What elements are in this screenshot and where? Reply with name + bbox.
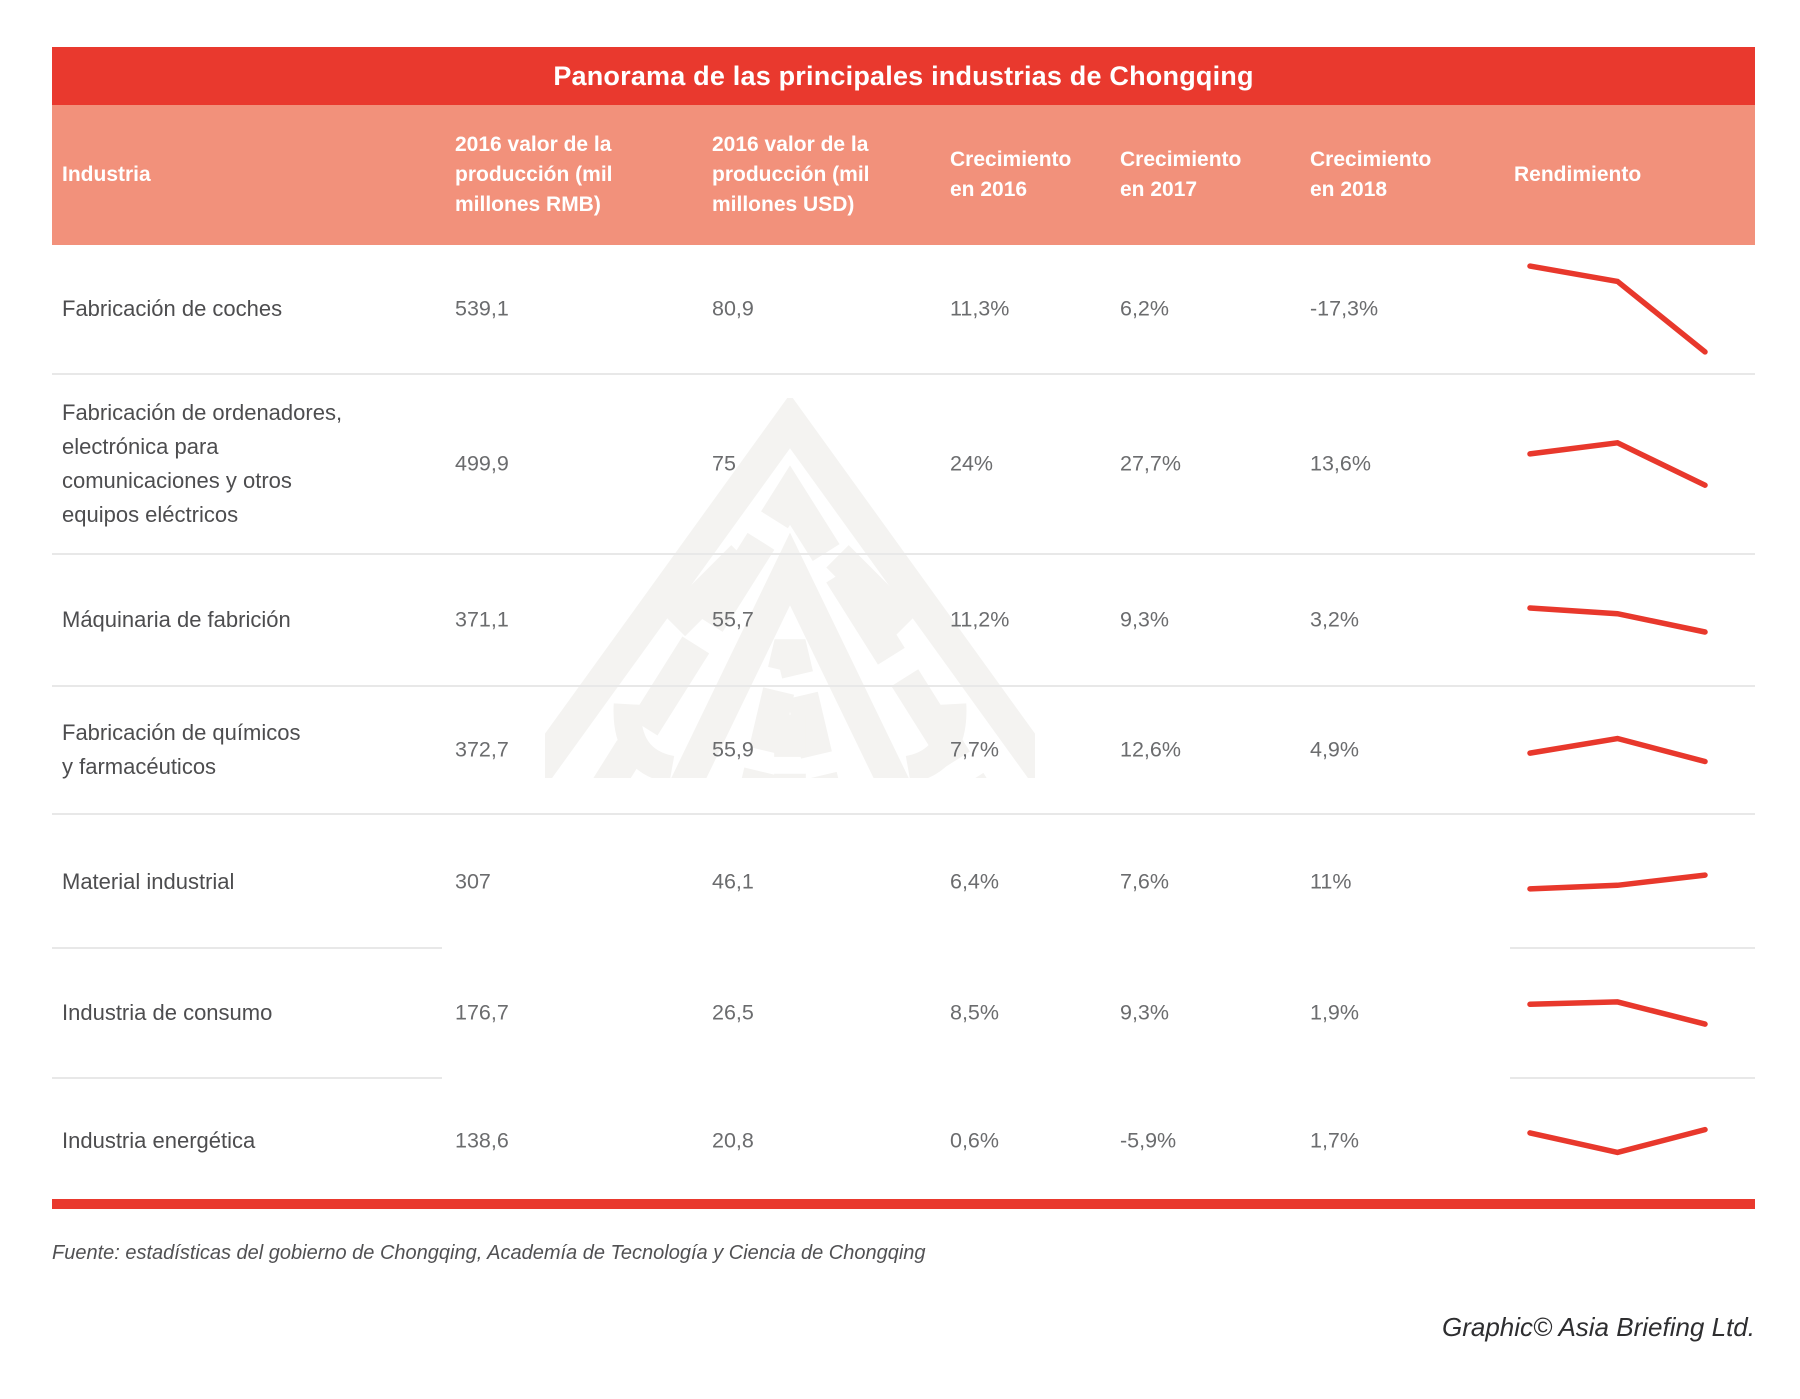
value-crecimiento-2017: 12,6%: [1120, 737, 1181, 762]
row-divider-left: [52, 947, 442, 949]
rendimiento-sparkline: [1520, 570, 1715, 670]
value-crecimiento-2017: 7,6%: [1120, 869, 1170, 893]
column-header-crecimiento-2018: Crecimiento en 2018: [1310, 148, 1432, 201]
value-crecimiento-2016: 11,2%: [950, 607, 1010, 632]
value-crecimiento-2018: 1,9%: [1310, 1000, 1360, 1025]
value-crecimiento-2017: 27,7%: [1120, 451, 1181, 476]
value-rmb: 138,6: [455, 1128, 509, 1152]
rendimiento-sparkline: [1520, 700, 1715, 800]
value-rmb: 539,1: [455, 296, 509, 321]
table-row-energetica: Industria energética 138,6 20,8 0,6% -5,…: [52, 1078, 1755, 1203]
value-crecimiento-2016: 8,5%: [950, 1000, 1000, 1025]
value-usd: 80,9: [712, 296, 754, 321]
rendimiento-sparkline: [1520, 259, 1715, 359]
value-crecimiento-2016: 7,7%: [950, 737, 1000, 762]
industry-name: Material industrial: [62, 868, 235, 894]
column-header-crecimiento-2017: Crecimiento en 2017: [1120, 148, 1242, 201]
table-row-quimicos: Fabricación de químicos y farmacéuticos …: [52, 687, 1755, 815]
rendimiento-sparkline: [1520, 1091, 1715, 1191]
industry-name: Fabricación de coches: [62, 296, 283, 321]
value-usd: 20,8: [712, 1128, 754, 1152]
industry-name: Industria de consumo: [62, 1000, 273, 1025]
column-header-rmb: 2016 valor de la producción (mil millone…: [455, 133, 613, 216]
source-note: Fuente: estadísticas del gobierno de Cho…: [52, 1242, 926, 1264]
rendimiento-sparkline: [1520, 832, 1715, 932]
value-rmb: 499,9: [455, 451, 509, 476]
column-header-crecimiento-2016: Crecimiento en 2016: [950, 148, 1072, 201]
industry-name: Fabricación de químicos y farmacéuticos: [62, 720, 301, 779]
rendimiento-sparkline: [1520, 414, 1715, 514]
value-crecimiento-2018: 4,9%: [1310, 737, 1360, 762]
value-crecimiento-2018: -17,3%: [1310, 296, 1379, 321]
table-body: Fabricación de coches 539,1 80,9 11,3% 6…: [52, 245, 1755, 1203]
value-crecimiento-2017: 9,3%: [1120, 607, 1170, 632]
table-row-consumo: Industria de consumo 176,7 26,5 8,5% 9,3…: [52, 948, 1755, 1079]
value-rmb: 176,7: [455, 1000, 509, 1025]
value-usd: 46,1: [712, 869, 754, 893]
value-rmb: 307: [455, 869, 491, 893]
value-usd: 26,5: [712, 1000, 754, 1025]
value-rmb: 372,7: [455, 737, 509, 762]
table-row-material: Material industrial 307 46,1 6,4% 7,6% 1…: [52, 815, 1755, 949]
asia-briefing-watermark-logo: [481, 394, 1099, 841]
value-crecimiento-2017: 6,2%: [1120, 296, 1170, 321]
table-row-coches: Fabricación de coches 539,1 80,9 11,3% 6…: [52, 245, 1755, 375]
table-row-ordenadores: Fabricación de ordenadores, electrónica …: [52, 375, 1755, 555]
value-crecimiento-2018: 13,6%: [1310, 451, 1371, 476]
table-title: Panorama de las principales industrias d…: [553, 60, 1254, 91]
row-divider-right: [1510, 1077, 1755, 1079]
watermark-knot-icon: [481, 394, 1099, 841]
value-crecimiento-2017: -5,9%: [1120, 1128, 1177, 1152]
row-divider-left: [52, 1077, 442, 1079]
value-crecimiento-2016: 6,4%: [950, 869, 1000, 893]
row-divider-right: [1510, 947, 1755, 949]
value-usd: 55,9: [712, 737, 754, 762]
table-row-maquinaria: Máquinaria de fabrición 371,1 55,7 11,2%…: [52, 555, 1755, 687]
value-usd: 75: [712, 451, 736, 476]
column-header-industria: Industria: [62, 163, 151, 186]
table-title-bar: Panorama de las principales industrias d…: [52, 47, 1755, 105]
value-crecimiento-2016: 0,6%: [950, 1128, 1000, 1152]
value-rmb: 371,1: [455, 607, 509, 632]
value-crecimiento-2018: 11%: [1310, 869, 1352, 893]
value-crecimiento-2018: 3,2%: [1310, 607, 1360, 632]
value-crecimiento-2016: 24%: [950, 451, 994, 476]
value-crecimiento-2018: 1,7%: [1310, 1128, 1360, 1152]
table-header-row: Industria 2016 valor de la producción (m…: [52, 105, 1755, 245]
value-crecimiento-2017: 9,3%: [1120, 1000, 1170, 1025]
column-header-rendimiento: Rendimiento: [1514, 163, 1642, 186]
industry-name: Máquinaria de fabrición: [62, 607, 291, 632]
table-bottom-rule: [52, 1199, 1755, 1209]
industry-name: Fabricación de ordenadores, electrónica …: [62, 400, 343, 527]
credit-note: Graphic© Asia Briefing Ltd.: [1441, 1312, 1755, 1342]
industry-name: Industria energética: [62, 1127, 256, 1153]
value-usd: 55,7: [712, 607, 754, 632]
column-header-usd: 2016 valor de la producción (mil millone…: [712, 133, 870, 216]
value-crecimiento-2016: 11,3%: [950, 296, 1010, 321]
rendimiento-sparkline: [1520, 963, 1715, 1063]
